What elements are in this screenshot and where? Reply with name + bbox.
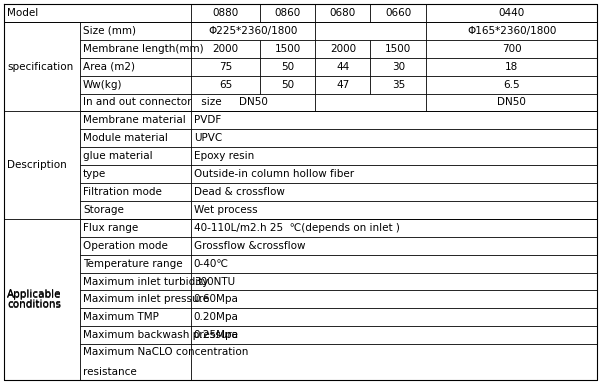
Text: Grossflow &crossflow: Grossflow &crossflow [194,241,305,251]
Text: Applicable
conditions: Applicable conditions [7,289,62,310]
Text: 1500: 1500 [275,44,301,54]
Text: 30: 30 [392,62,405,72]
Text: Model: Model [7,8,38,18]
Text: resistance: resistance [83,367,137,377]
Text: Operation mode: Operation mode [83,241,168,251]
Text: Wet process: Wet process [194,205,257,215]
Text: 2000: 2000 [330,44,356,54]
Text: Dead & crossflow: Dead & crossflow [194,187,284,197]
Text: 0860: 0860 [275,8,301,18]
Text: 0-40℃: 0-40℃ [194,258,229,269]
Text: Maximum inlet turbidity: Maximum inlet turbidity [83,276,208,286]
Text: 0680: 0680 [330,8,356,18]
Text: UPVC: UPVC [194,133,222,143]
Text: Membrane material: Membrane material [83,115,185,126]
Text: 18: 18 [505,62,518,72]
Text: specification: specification [7,62,73,72]
Text: PVDF: PVDF [194,115,221,126]
Text: 0880: 0880 [212,8,239,18]
Text: 75: 75 [219,62,232,72]
Text: Maximum TMP: Maximum TMP [83,312,159,322]
Text: conditions: conditions [7,300,61,310]
Text: Applicable: Applicable [7,290,62,300]
Text: Storage: Storage [83,205,124,215]
Text: 44: 44 [336,62,350,72]
Text: Module material: Module material [83,133,168,143]
Text: 6.5: 6.5 [503,79,520,89]
Text: 40-110L/m2.h 25  ℃(depends on inlet ): 40-110L/m2.h 25 ℃(depends on inlet ) [194,223,400,233]
Text: 0660: 0660 [385,8,412,18]
Text: 0.25Mpa: 0.25Mpa [194,330,239,340]
Text: Area (m2): Area (m2) [83,62,135,72]
Text: 35: 35 [392,79,405,89]
Text: Membrane length(mm): Membrane length(mm) [83,44,203,54]
Text: 2000: 2000 [212,44,239,54]
Text: DN50: DN50 [239,98,268,108]
Text: Ww(kg): Ww(kg) [83,79,122,89]
Text: 1500: 1500 [385,44,412,54]
Text: In and out connector   size: In and out connector size [83,98,221,108]
Text: Flux range: Flux range [83,223,138,233]
Text: 0440: 0440 [499,8,525,18]
Text: 700: 700 [502,44,521,54]
Text: type: type [83,169,106,179]
Text: 50: 50 [281,79,295,89]
Text: 0.60Mpa: 0.60Mpa [194,295,239,305]
Text: 50: 50 [281,62,295,72]
Text: Maximum NaCLO concentration: Maximum NaCLO concentration [83,347,248,357]
Text: Size (mm): Size (mm) [83,26,136,36]
Text: Φ225*2360/1800: Φ225*2360/1800 [208,26,298,36]
Text: Epoxy resin: Epoxy resin [194,151,254,161]
Text: Temperature range: Temperature range [83,258,182,269]
Text: glue material: glue material [83,151,152,161]
Text: 300NTU: 300NTU [194,276,235,286]
Text: 47: 47 [336,79,350,89]
Text: DN50: DN50 [497,98,526,108]
Text: Filtration mode: Filtration mode [83,187,162,197]
Text: Maximum backwash pressure: Maximum backwash pressure [83,330,238,340]
Text: Description: Description [7,160,67,170]
Text: 0.20Mpa: 0.20Mpa [194,312,239,322]
Text: 65: 65 [219,79,232,89]
Text: Φ165*2360/1800: Φ165*2360/1800 [467,26,556,36]
Text: Maximum inlet pressure: Maximum inlet pressure [83,295,209,305]
Text: Outside-in column hollow fiber: Outside-in column hollow fiber [194,169,354,179]
